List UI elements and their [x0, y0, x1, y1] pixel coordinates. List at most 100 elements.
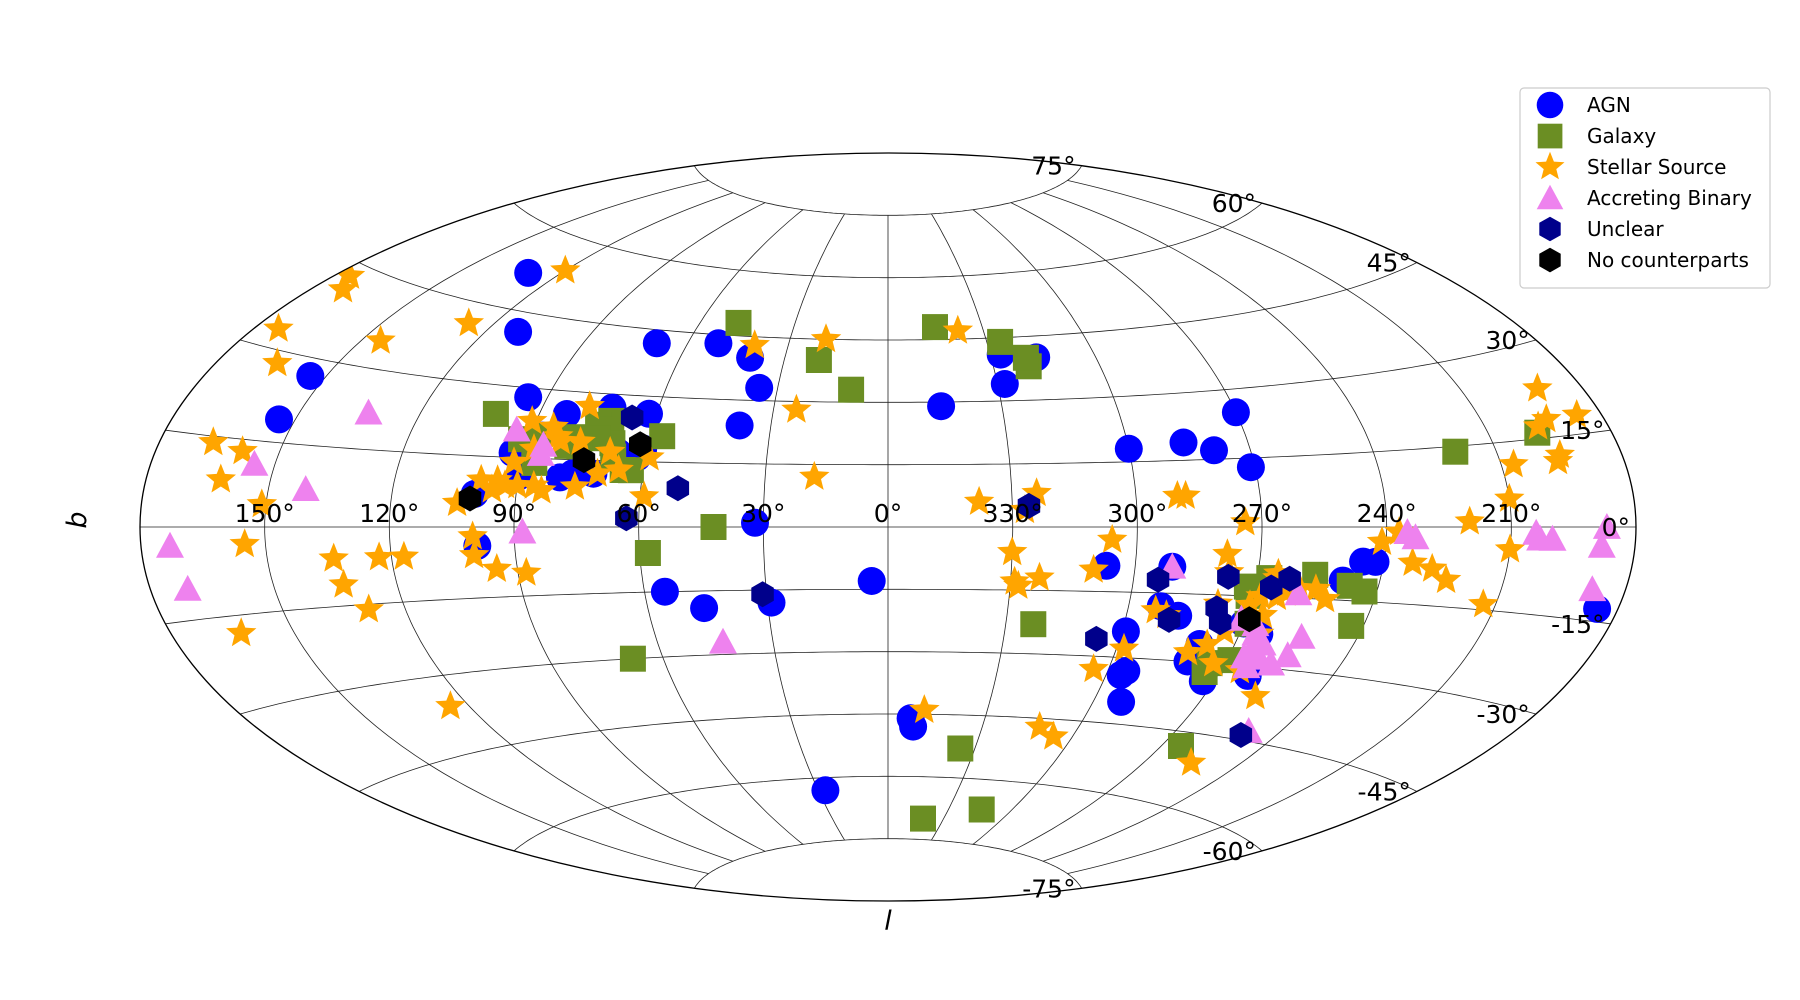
- stellar-source-marker: [963, 485, 995, 515]
- parallel-line: [165, 429, 1611, 466]
- stellar-source-marker: [318, 542, 349, 572]
- galaxy-marker: [805, 347, 832, 373]
- unclear-marker: [615, 505, 638, 532]
- stellar-source-marker: [1531, 403, 1562, 433]
- stellar-source-marker: [518, 469, 549, 499]
- accreting-binary-marker: [173, 574, 202, 601]
- agn-marker: [265, 405, 293, 434]
- accreting-binary-marker: [240, 449, 269, 476]
- stellar-source-marker: [1397, 547, 1428, 576]
- stellar-source-marker: [810, 323, 842, 353]
- legend-label: No counterparts: [1587, 248, 1749, 272]
- stellar-source-marker: [1417, 552, 1448, 582]
- stellar-source-marker: [1234, 589, 1266, 619]
- stellar-source-marker: [550, 254, 581, 284]
- x-tick-label: 150°: [235, 499, 295, 528]
- stellar-source-marker: [1230, 506, 1261, 536]
- agn-marker: [725, 411, 754, 440]
- agn-marker: [514, 383, 543, 412]
- agn-marker: [1106, 661, 1135, 690]
- y-tick-label: 45°: [1367, 249, 1411, 278]
- legend-label: Galaxy: [1587, 124, 1656, 148]
- unclear-marker: [1217, 563, 1240, 590]
- y-tick-label: 75°: [1031, 152, 1075, 181]
- stellar-source-marker: [1240, 680, 1271, 710]
- parallel-line: [240, 339, 1536, 403]
- accreting-binary-marker: [354, 398, 383, 425]
- parallel-line: [358, 262, 1418, 341]
- series-no-counterpart: [458, 431, 1261, 633]
- legend-box: [1519, 87, 1771, 289]
- parallel-line: [240, 651, 1536, 715]
- x-tick-label: 300°: [1107, 499, 1167, 528]
- agn-marker: [1200, 436, 1228, 465]
- galaxy-marker: [619, 645, 646, 672]
- stellar-source-marker: [198, 426, 229, 456]
- stellar-source-marker: [1263, 557, 1294, 587]
- y-tick-label: -30°: [1476, 700, 1529, 729]
- y-tick-label: -60°: [1203, 837, 1256, 866]
- stellar-source-marker: [1175, 746, 1207, 776]
- stellar-source-marker: [574, 390, 605, 420]
- stellar-source-marker: [634, 441, 665, 471]
- stellar-source-marker: [997, 536, 1028, 566]
- stellar-source-marker: [1468, 588, 1499, 618]
- stellar-source-marker: [781, 393, 812, 423]
- plot-boundary: [139, 152, 1637, 902]
- accreting-binary-marker: [156, 531, 184, 558]
- accreting-binary-marker: [1538, 524, 1567, 551]
- galaxy-marker: [1351, 578, 1378, 605]
- stellar-source-marker: [1170, 479, 1201, 509]
- stellar-source-marker: [1498, 448, 1529, 478]
- legend-label: Stellar Source: [1587, 155, 1726, 179]
- stellar-source-marker: [246, 488, 278, 518]
- agn-marker: [1111, 617, 1140, 646]
- stellar-source-marker: [594, 436, 626, 465]
- accreting-binary-marker: [508, 517, 537, 544]
- stellar-source-marker: [476, 473, 508, 503]
- stellar-source-marker: [518, 433, 550, 462]
- agn-marker: [1114, 434, 1143, 463]
- stellar-source-marker: [365, 324, 396, 354]
- stellar-source-marker: [227, 435, 258, 465]
- stellar-source-marker: [1078, 653, 1109, 683]
- accreting-binary-marker: [1592, 513, 1621, 539]
- accreting-binary-marker: [1578, 575, 1607, 602]
- stellar-source-marker: [1522, 410, 1554, 440]
- x-tick-label: 330°: [983, 499, 1043, 528]
- unclear-marker: [751, 581, 774, 608]
- accreting-binary-marker: [1273, 641, 1302, 668]
- galaxy-marker: [922, 314, 948, 341]
- legend-agn-swatch: [1536, 91, 1564, 119]
- legend-stellar-source-swatch: [1535, 151, 1565, 180]
- y-axis-label: b: [62, 511, 93, 528]
- galaxy-marker: [1442, 438, 1469, 465]
- stellar-source-marker: [1078, 553, 1109, 583]
- agn-marker: [296, 362, 325, 390]
- stellar-source-marker: [481, 553, 512, 582]
- x-tick-label: 90°: [492, 499, 536, 528]
- stellar-source-marker: [1172, 636, 1204, 666]
- no-counterpart-marker: [629, 431, 652, 458]
- series-unclear: [615, 404, 1301, 748]
- agn-marker: [1107, 687, 1136, 716]
- agn-marker: [927, 392, 956, 421]
- stellar-source-marker: [205, 463, 236, 493]
- stellar-source-marker: [1430, 564, 1462, 593]
- stellar-source-marker: [559, 470, 591, 500]
- galaxy-marker: [1012, 344, 1039, 371]
- unclear-marker: [1208, 609, 1232, 636]
- stellar-source-marker: [226, 617, 257, 647]
- stellar-source-marker: [1198, 647, 1229, 677]
- agn-marker: [1361, 547, 1390, 576]
- stellar-source-marker: [1024, 561, 1055, 591]
- stellar-source-marker: [1383, 516, 1415, 545]
- stellar-source-marker: [1140, 594, 1171, 624]
- stellar-source-marker: [353, 593, 384, 623]
- parallel-line: [513, 775, 1263, 852]
- stellar-source-marker: [502, 469, 533, 499]
- x-axis-label: l: [884, 906, 892, 937]
- unclear-marker: [1278, 565, 1301, 592]
- no-counterpart-marker: [458, 485, 482, 512]
